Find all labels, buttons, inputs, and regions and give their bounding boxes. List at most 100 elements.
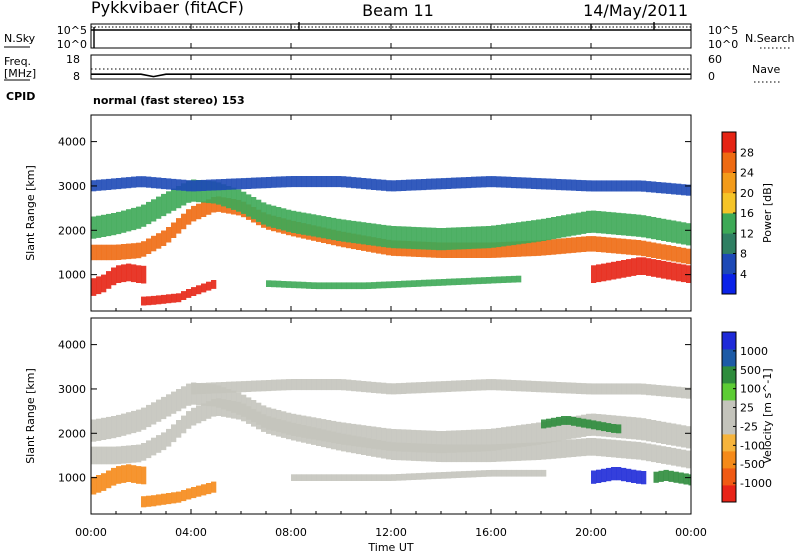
power-cell [436, 279, 442, 286]
power-cell [501, 224, 507, 247]
velocity-cell [601, 468, 607, 483]
power-cell [551, 239, 557, 255]
power-cell [456, 227, 462, 250]
power-cell [536, 240, 542, 256]
power-cell [301, 176, 307, 188]
power-cell [206, 179, 212, 191]
power-cell [171, 293, 177, 303]
power-cell [511, 177, 517, 189]
velocity-cell [556, 440, 562, 459]
velocity-cell [401, 473, 407, 481]
velocity-cell [206, 483, 212, 495]
velocity-cell [396, 383, 402, 395]
power-cell [281, 176, 287, 188]
power-cell [386, 281, 392, 289]
power-cell [381, 281, 387, 289]
power-cbar-label-tick: 28 [740, 146, 754, 159]
power-cell [576, 236, 582, 253]
velocity-cell [511, 380, 517, 392]
velocity-cell [616, 467, 622, 481]
velocity-cell [376, 427, 382, 450]
velocity-cell [471, 444, 477, 463]
velocity-cell [406, 429, 412, 452]
velocity-cell [151, 402, 157, 425]
power-cell [541, 240, 547, 256]
power-cell [556, 238, 562, 255]
power-cell [441, 178, 447, 190]
power-cell [151, 177, 157, 189]
nsearch-tick-bottom: 10^0 [708, 38, 738, 51]
x-tick-label: 16:00 [475, 526, 507, 539]
power-cell [191, 205, 197, 222]
power-cell [651, 181, 657, 193]
velocity-cell [176, 420, 182, 438]
velocity-cell [96, 475, 102, 493]
nsky-tick-top: 10^5 [57, 24, 87, 37]
velocity-cell [656, 420, 662, 444]
x-axis-label: Time UT [367, 541, 413, 554]
power-cell [421, 179, 427, 191]
velocity-cell [566, 417, 572, 440]
velocity-cell [476, 444, 482, 463]
power-cell [386, 180, 392, 192]
power-cell [666, 182, 672, 194]
power-cell [611, 180, 617, 192]
velocity-cell [171, 391, 177, 414]
velocity-cell [301, 415, 307, 438]
power-cell [516, 222, 522, 245]
power-cell [526, 177, 532, 189]
velocity-cell [206, 382, 212, 394]
velocity-cell [626, 383, 632, 395]
power-cell [656, 217, 662, 241]
velocity-cell [126, 445, 132, 464]
power-cell [411, 226, 417, 250]
power-cell [636, 180, 642, 192]
power-cell [496, 276, 502, 284]
velocity-cell [441, 472, 447, 479]
velocity-ytick-label: 2000 [58, 427, 86, 440]
velocity-cell [511, 425, 517, 449]
power-cbar-cell [722, 132, 736, 153]
power-cell [631, 180, 637, 192]
velocity-cell [621, 440, 627, 459]
power-cell [616, 212, 622, 235]
power-cell [416, 227, 422, 250]
power-cell [506, 276, 512, 283]
velocity-cell [106, 470, 112, 489]
power-cell [671, 246, 677, 262]
power-cell [471, 176, 477, 188]
power-cell [641, 240, 647, 257]
velocity-cell [166, 394, 172, 417]
velocity-cell [688, 474, 691, 486]
velocity-cell [326, 379, 332, 391]
power-cell [321, 216, 327, 239]
power-cell [541, 218, 547, 241]
power-cell [601, 263, 607, 282]
power-cell [676, 263, 682, 282]
velocity-cbar-label-tick: -25 [740, 420, 758, 433]
power-cell [256, 199, 262, 222]
power-cell [246, 194, 252, 217]
velocity-cell [246, 380, 252, 392]
velocity-cell [683, 473, 689, 485]
velocity-cell [536, 422, 542, 445]
velocity-cbar-cell [722, 434, 736, 452]
velocity-cell [481, 444, 487, 463]
velocity-cell [246, 397, 252, 420]
freq-label: Freq. [4, 55, 31, 68]
velocity-cell [556, 382, 562, 394]
velocity-cell [536, 442, 542, 460]
velocity-cell [136, 466, 142, 484]
power-cell [601, 236, 607, 253]
freq-tick-bottom: 8 [73, 70, 80, 83]
power-cell [161, 230, 167, 246]
power-cell [301, 212, 307, 235]
power-feature-4 [141, 280, 217, 306]
power-cell [441, 279, 447, 286]
power-cell [341, 282, 347, 290]
power-cell [611, 261, 617, 280]
power-cell [611, 237, 617, 254]
velocity-cell [116, 446, 122, 465]
power-cell [486, 277, 492, 284]
velocity-cell [96, 446, 102, 465]
